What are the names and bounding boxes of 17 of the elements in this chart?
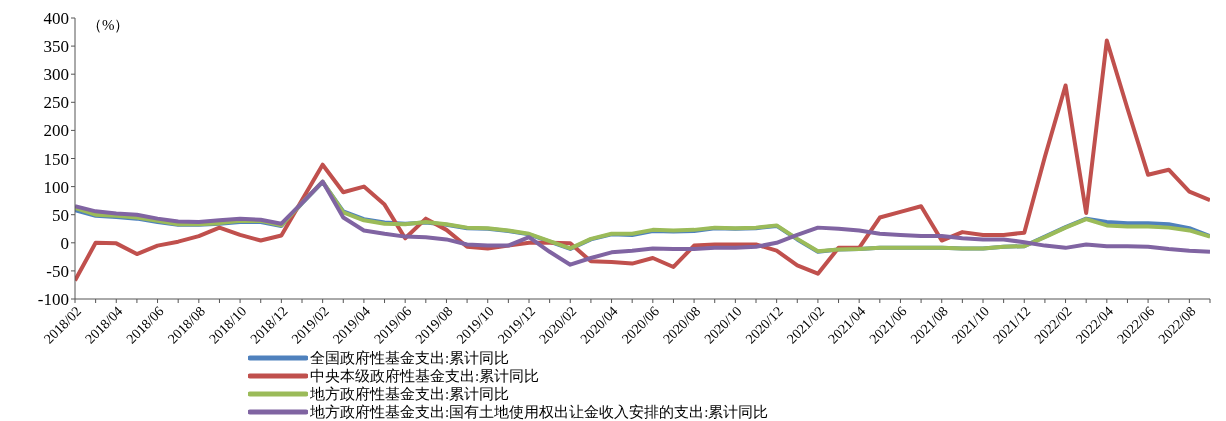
y-tick-label: 100 [43,177,69,197]
y-tick-label: 50 [52,205,69,225]
y-tick-label: 0 [60,233,69,253]
legend-label: 地方政府性基金支出:国有土地使用权出让金收入安排的支出:累计同比 [310,402,769,421]
legend-label: 全国政府性基金支出:累计同比 [310,348,510,368]
line-series [75,38,1210,283]
y-tick-label: 250 [43,93,69,113]
legend-label: 地方政府性基金支出:累计同比 [310,384,510,404]
y-tick-label: -100 [37,290,69,310]
y-tick-label: 150 [43,149,69,169]
y-tick-label: -50 [46,261,69,281]
y-tick-label: 350 [43,37,69,57]
legend-label: 中央本级政府性基金支出:累计同比 [310,366,540,386]
y-axis-title: （%） [87,17,130,33]
y-tick-label: 200 [43,121,69,141]
y-tick-label: 300 [43,65,69,85]
y-tick-label: 400 [43,9,69,29]
